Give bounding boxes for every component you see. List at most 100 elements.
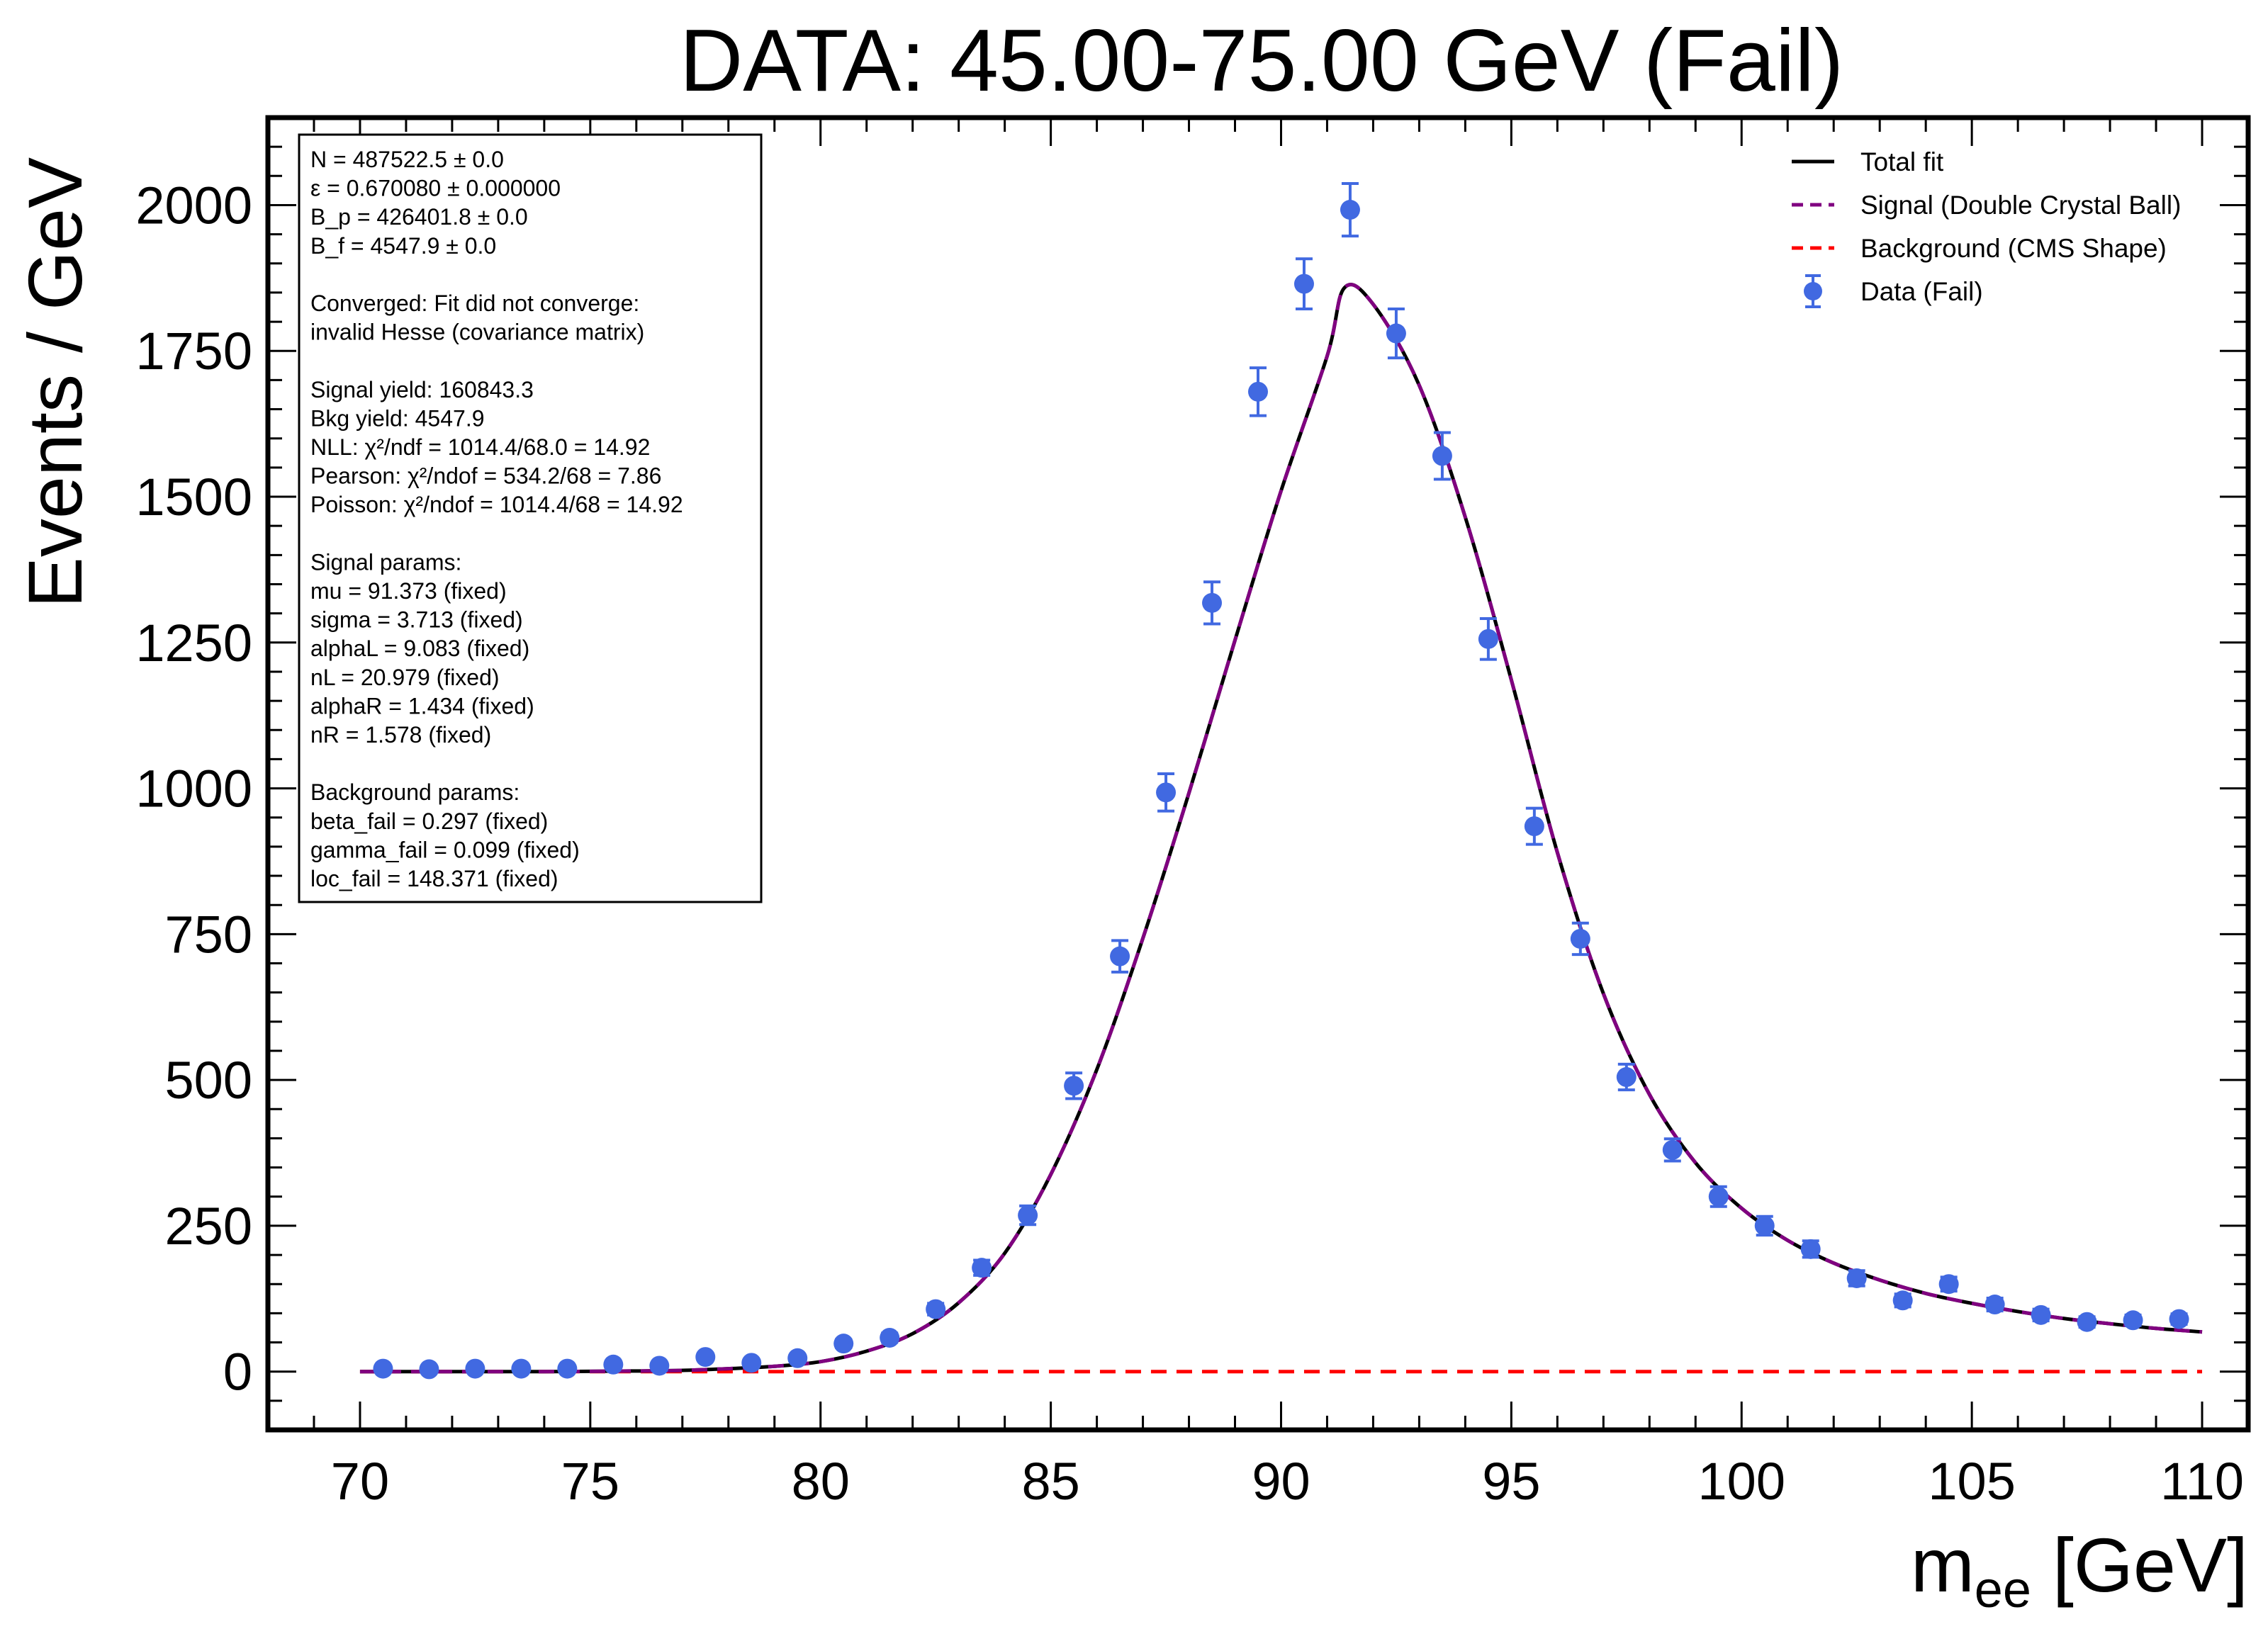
- data-marker: [1754, 1215, 1775, 1236]
- data-marker: [1984, 1295, 2005, 1315]
- data-marker: [833, 1334, 854, 1354]
- fit-info-line: Poisson: χ²/ndof = 1014.4/68 = 14.92: [310, 492, 683, 517]
- fit-info-line: Background params:: [310, 779, 520, 805]
- data-point: [1110, 939, 1130, 974]
- data-marker: [1846, 1268, 1867, 1288]
- legend-label: Total fit: [1860, 147, 1944, 176]
- data-point: [1248, 366, 1268, 417]
- chart-title: DATA: 45.00-75.00 GeV (Fail): [680, 12, 1844, 110]
- fit-info-line: NLL: χ²/ndf = 1014.4/68.0 = 14.92: [310, 434, 650, 460]
- data-point: [419, 1359, 439, 1380]
- x-tick-label: 110: [2160, 1452, 2244, 1511]
- data-point: [1754, 1214, 1775, 1237]
- data-marker: [649, 1355, 670, 1376]
- data-marker: [373, 1358, 393, 1379]
- data-point: [787, 1348, 808, 1368]
- y-tick-label: 1250: [135, 614, 252, 672]
- legend-label: Background (CMS Shape): [1860, 234, 2167, 263]
- data-marker: [741, 1353, 762, 1373]
- fit-info-line: invalid Hesse (covariance matrix): [310, 320, 644, 345]
- data-marker: [1202, 592, 1223, 613]
- data-point: [373, 1358, 393, 1379]
- y-tick-label: 2000: [135, 176, 252, 235]
- data-marker: [1432, 446, 1452, 466]
- fit-info-line: gamma_fail = 0.099 (fixed): [310, 837, 580, 862]
- data-marker: [1524, 816, 1544, 837]
- data-marker: [695, 1347, 716, 1368]
- data-point: [1570, 921, 1590, 957]
- data-marker: [972, 1258, 992, 1278]
- data-point: [1293, 257, 1314, 310]
- fit-info-line: Bkg yield: 4547.9: [310, 405, 485, 431]
- x-axis-label-sub: ee: [1975, 1562, 2031, 1618]
- data-point: [1892, 1290, 1913, 1311]
- plot-area: [359, 182, 2203, 1380]
- data-point: [1386, 307, 1406, 360]
- fit-info-box: N = 487522.5 ± 0.0 ε = 0.670080 ± 0.00000…: [298, 133, 763, 903]
- data-point: [1018, 1204, 1038, 1227]
- data-marker: [1064, 1076, 1084, 1096]
- data-marker: [2169, 1309, 2189, 1329]
- data-marker: [787, 1348, 808, 1368]
- axis-tick-labels: 70 75 80 85 90 95 100 105 110 0 250 500 750 1000 1250 1…: [135, 176, 2244, 1511]
- fit-info-line: loc_fail = 148.371 (fixed): [310, 866, 558, 891]
- legend-swatch-marker: [1804, 282, 1822, 300]
- x-tick-label: 80: [792, 1452, 850, 1511]
- data-point: [649, 1355, 670, 1376]
- data-marker: [511, 1358, 532, 1379]
- legend-label: Signal (Double Crystal Ball): [1860, 191, 2181, 220]
- data-marker: [2077, 1312, 2097, 1332]
- data-point: [1800, 1239, 1821, 1259]
- x-tick-label: 105: [1928, 1452, 2015, 1511]
- data-point: [603, 1354, 624, 1375]
- data-point: [2077, 1312, 2097, 1332]
- data-point: [1616, 1062, 1637, 1092]
- data-point: [2031, 1304, 2051, 1325]
- data-point: [926, 1299, 946, 1319]
- data-marker: [2123, 1310, 2143, 1331]
- y-axis-label: Events / GeV: [12, 157, 98, 608]
- y-tick-label: 0: [223, 1343, 252, 1402]
- x-tick-label: 75: [561, 1452, 619, 1511]
- x-tick-label: 85: [1021, 1452, 1079, 1511]
- fit-info-line: nR = 1.578 (fixed): [310, 722, 491, 748]
- data-marker: [465, 1358, 485, 1379]
- data-point: [2169, 1309, 2189, 1329]
- legend-item: Signal (Double Crystal Ball): [1792, 191, 2181, 220]
- data-point: [511, 1358, 532, 1379]
- x-tick-label: 90: [1252, 1452, 1310, 1511]
- fit-info-line: Signal yield: 160843.3: [310, 377, 534, 402]
- data-marker: [1892, 1290, 1913, 1311]
- y-tick-label: 1500: [135, 468, 252, 526]
- y-tick-label: 750: [165, 905, 252, 964]
- data-point: [1340, 182, 1360, 238]
- data-marker: [1616, 1067, 1637, 1088]
- x-tick-label: 70: [331, 1452, 389, 1511]
- data-marker: [1386, 323, 1406, 344]
- data-point: [1708, 1185, 1729, 1208]
- x-axis-label-main: m: [1911, 1522, 1975, 1608]
- data-point: [972, 1258, 992, 1278]
- fit-info-line: N = 487522.5 ± 0.0: [310, 147, 504, 172]
- data-marker: [419, 1359, 439, 1380]
- data-marker: [1018, 1205, 1038, 1226]
- data-point: [1938, 1274, 1959, 1295]
- data-point: [465, 1358, 485, 1379]
- x-axis-label: mee [GeV]: [1911, 1522, 2248, 1618]
- data-point: [1156, 772, 1177, 813]
- legend-label: Data (Fail): [1860, 277, 1983, 306]
- data-marker: [1110, 946, 1130, 966]
- data-point: [1202, 580, 1223, 626]
- fit-info-line: alphaR = 1.434 (fixed): [310, 693, 534, 718]
- data-marker: [1478, 629, 1498, 649]
- x-tick-label: 100: [1698, 1452, 1785, 1511]
- fit-info-line: beta_fail = 0.297 (fixed): [310, 808, 548, 834]
- fit-info-line: B_p = 426401.8 ± 0.0: [310, 204, 528, 230]
- data-marker: [926, 1299, 946, 1319]
- data-marker: [1340, 200, 1360, 220]
- y-tick-label: 1750: [135, 322, 252, 381]
- fit-info-line: Converged: Fit did not converge:: [310, 291, 639, 316]
- data-marker: [1800, 1239, 1821, 1259]
- data-marker: [557, 1358, 578, 1379]
